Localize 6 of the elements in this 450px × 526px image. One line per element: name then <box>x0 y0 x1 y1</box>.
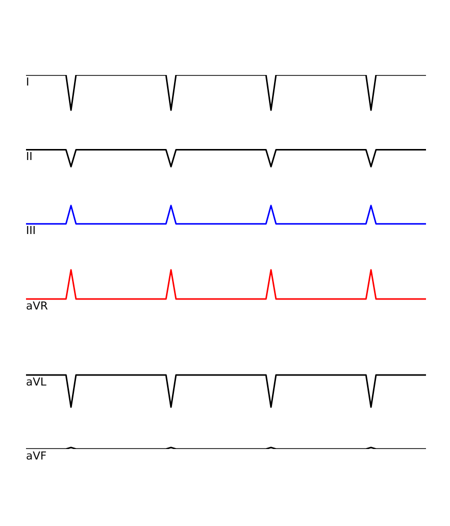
series-label: aVR <box>26 299 48 312</box>
series-label: aVF <box>26 449 47 462</box>
series-label: aVL <box>26 375 48 388</box>
series-label: III <box>26 224 36 238</box>
series-label: I <box>26 75 30 88</box>
series-label: II <box>26 150 32 164</box>
